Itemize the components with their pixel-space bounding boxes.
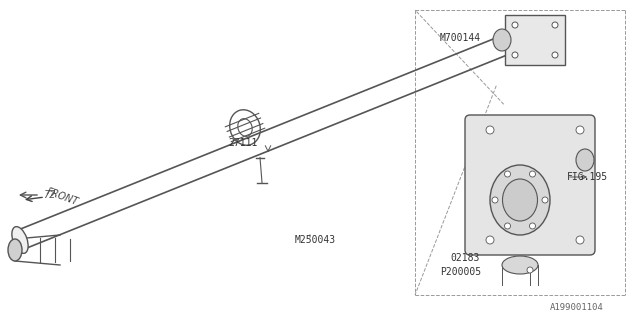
Circle shape [512,52,518,58]
Circle shape [552,52,558,58]
Text: FIG.195: FIG.195 [567,172,608,182]
Ellipse shape [490,165,550,235]
Text: 02183: 02183 [450,253,479,263]
Text: 72: 72 [43,190,56,200]
Circle shape [576,236,584,244]
Circle shape [527,267,533,273]
Ellipse shape [576,149,594,171]
Circle shape [542,197,548,203]
Text: M250043: M250043 [295,235,336,245]
Ellipse shape [493,29,511,51]
Text: P200005: P200005 [440,267,481,277]
Circle shape [576,126,584,134]
Ellipse shape [8,239,22,261]
Circle shape [486,236,494,244]
Text: FRONT: FRONT [45,187,79,207]
Circle shape [512,22,518,28]
Ellipse shape [502,179,538,221]
Text: A199001104: A199001104 [550,302,604,311]
Ellipse shape [502,256,538,274]
Circle shape [552,22,558,28]
Ellipse shape [12,227,28,253]
Text: M700144: M700144 [440,33,481,43]
Circle shape [504,223,511,229]
Circle shape [504,171,511,177]
Circle shape [492,197,498,203]
Circle shape [486,126,494,134]
FancyBboxPatch shape [465,115,595,255]
FancyBboxPatch shape [505,15,565,65]
Circle shape [529,171,536,177]
Text: 27111: 27111 [228,138,257,148]
Circle shape [529,223,536,229]
